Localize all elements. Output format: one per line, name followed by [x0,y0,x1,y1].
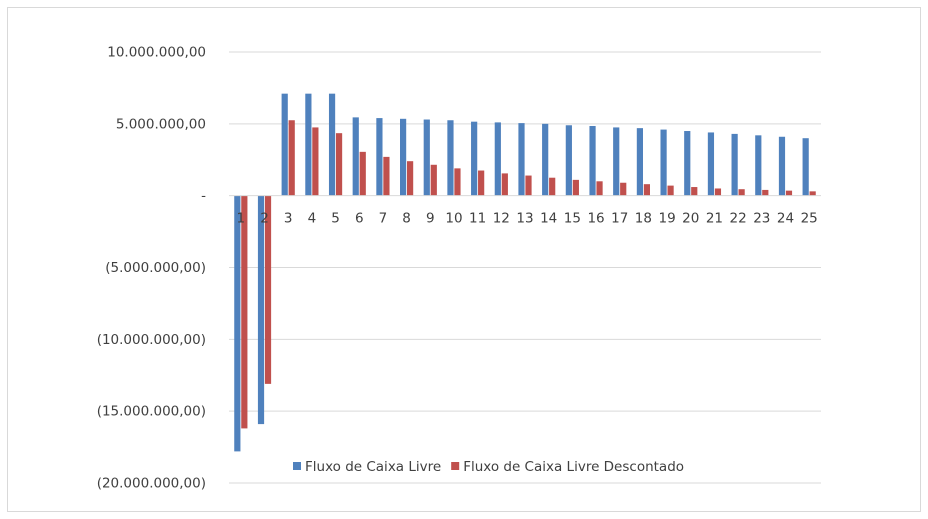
legend-label: Fluxo de Caixa Livre Descontado [463,459,684,475]
legend-label: Fluxo de Caixa Livre [305,459,441,475]
bar-fluxo-descontado [549,177,556,196]
x-tick-label: 8 [402,211,411,227]
bar-fluxo-livre [636,128,643,196]
bar-fluxo-livre [565,125,572,196]
bar-fluxo-livre [518,123,525,196]
bar-fluxo-descontado [785,190,793,196]
bar-fluxo-livre [542,123,549,196]
bar-fluxo-descontado [643,184,650,196]
bar-fluxo-livre [613,127,620,196]
y-tick-label: 5.000.000,00 [116,116,206,132]
x-tick-label: 1 [237,211,246,227]
x-tick-label: 20 [682,211,699,227]
legend-swatch [451,462,460,470]
x-tick-label: 6 [355,211,364,227]
x-tick-label: 9 [426,211,435,227]
gridlines [229,51,821,484]
bar-fluxo-descontado [478,170,485,196]
bar-fluxo-livre [589,125,596,196]
bar-fluxo-livre [494,122,501,196]
y-axis-tick-labels: 10.000.000,00 5.000.000,00 - (5.000.000,00)… [97,45,206,492]
x-tick-label: 23 [753,211,770,227]
bar-fluxo-livre [731,133,738,196]
bar-fluxo-descontado [312,127,319,196]
bar-fluxo-descontado [241,195,248,429]
bars [234,93,816,452]
bar-fluxo-descontado [501,173,508,196]
bar-fluxo-descontado [454,168,461,196]
x-tick-label: 10 [445,211,462,227]
x-tick-label: 16 [587,211,604,227]
bar-fluxo-descontado [620,182,627,196]
x-tick-label: 7 [379,211,388,227]
bar-fluxo-descontado [383,156,390,196]
bar-fluxo-livre [352,117,359,196]
y-tick-label: (10.000.000,00) [97,332,206,348]
bar-fluxo-descontado [572,179,579,196]
bar-fluxo-descontado [596,181,603,196]
x-tick-label: 3 [284,211,293,227]
x-tick-label: 19 [658,211,675,227]
bar-fluxo-descontado [762,189,769,196]
y-tick-label: (20.000.000,00) [97,476,206,492]
bar-fluxo-descontado [525,175,532,196]
x-tick-label: 14 [540,211,557,227]
bar-fluxo-livre [447,120,454,196]
x-tick-label: 21 [706,211,723,227]
bar-fluxo-livre [778,136,786,196]
bar-fluxo-descontado [738,189,745,196]
legend: Fluxo de Caixa Livre Fluxo de Caixa Livre… [293,459,684,475]
x-tick-label: 11 [469,211,486,227]
bar-fluxo-livre [234,195,241,452]
bar-fluxo-descontado [264,195,272,384]
bar-fluxo-livre [660,129,667,196]
bar-fluxo-livre [707,132,715,196]
bar-fluxo-livre [305,93,312,196]
bar-fluxo-livre [755,135,762,196]
bar-fluxo-descontado [407,161,414,196]
x-tick-label: 13 [516,211,533,227]
bar-fluxo-descontado [430,164,437,196]
bar-fluxo-descontado [335,133,343,196]
y-tick-label: - [201,188,206,204]
y-tick-label: 10.000.000,00 [107,45,206,61]
bar-fluxo-livre [802,138,809,196]
chart-frame: 10.000.000,00 5.000.000,00 - (5.000.000,00)… [7,7,921,512]
bar-fluxo-descontado [288,120,295,196]
x-tick-label: 17 [611,211,628,227]
y-tick-label: (5.000.000,00) [105,260,206,276]
bar-fluxo-descontado [809,191,816,196]
bar-fluxo-livre [400,118,407,196]
y-tick-label: (15.000.000,00) [97,404,206,420]
bar-fluxo-livre [328,93,336,196]
bar-fluxo-livre [471,121,478,196]
bar-fluxo-livre [423,119,430,196]
bar-fluxo-livre [281,93,288,196]
bar-chart: 10.000.000,00 5.000.000,00 - (5.000.000,00)… [97,45,821,492]
x-tick-label: 2 [260,211,269,227]
x-tick-label: 5 [331,211,340,227]
bar-fluxo-descontado [714,188,722,196]
x-tick-label: 18 [635,211,652,227]
bar-fluxo-descontado [667,185,674,196]
x-tick-label: 22 [730,211,747,227]
x-tick-label: 12 [493,211,510,227]
bar-fluxo-descontado [691,187,698,196]
x-tick-label: 24 [777,211,794,227]
bar-fluxo-descontado [359,151,366,196]
bar-fluxo-livre [376,118,383,196]
x-axis-tick-labels: 1 2 3 4 5 6 7 8 9 10 11 12 13 14 15 16 17 18 19 20 21 22 23 24 2… [237,211,818,227]
legend-swatch [293,462,301,470]
x-tick-label: 25 [801,211,818,227]
x-tick-label: 15 [564,211,581,227]
bar-fluxo-livre [257,195,265,425]
x-tick-label: 4 [308,211,317,227]
bar-fluxo-livre [684,131,691,196]
